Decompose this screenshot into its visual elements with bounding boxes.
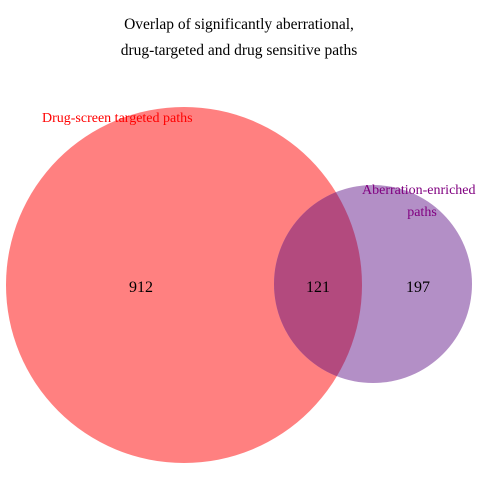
set-left-label: Drug-screen targeted paths [42, 111, 193, 126]
count-right-only: 197 [406, 279, 430, 296]
count-overlap: 121 [306, 279, 330, 296]
diagram-title-line-2: drug-targeted and drug sensitive paths [121, 42, 357, 59]
set-right-label-line-1: Aberration-enriched [362, 183, 476, 198]
count-left-only: 912 [129, 279, 153, 296]
set-right-label-line-2: paths [407, 205, 437, 220]
diagram-title-line-1: Overlap of significantly aberrational, [124, 16, 354, 33]
set-left-circle [6, 107, 362, 463]
